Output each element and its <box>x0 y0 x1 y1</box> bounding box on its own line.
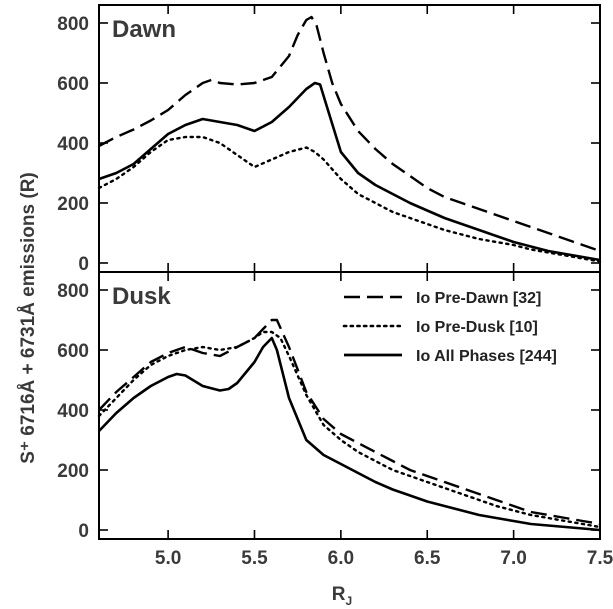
y-tick-label: 800 <box>57 281 89 302</box>
x-tick-label: 6.0 <box>328 548 354 569</box>
y-tick-label: 400 <box>57 401 89 422</box>
y-tick-label: 0 <box>78 521 89 542</box>
legend-entry-io-all-phases-244: Io All Phases [244] <box>416 348 557 365</box>
x-tick-label: 7.0 <box>500 548 526 569</box>
y-axis-label: S⁺ 6716Å + 6731Å emissions (R) <box>18 172 39 463</box>
series-line-dawn-dotted <box>97 135 602 263</box>
x-axis-label-main: R <box>332 584 346 605</box>
y-tick-label: 800 <box>57 14 89 35</box>
y-tick-label: 200 <box>57 461 89 482</box>
panel-title-dawn: Dawn <box>112 16 176 43</box>
y-tick-label: 200 <box>57 194 89 215</box>
plot-frame <box>98 271 601 540</box>
series-line-dusk-dashed <box>98 318 601 526</box>
x-tick-label: 7.5 <box>587 548 613 569</box>
y-tick-label: 600 <box>57 74 89 95</box>
series-line-dusk-solid <box>98 336 601 532</box>
x-tick-label: 5.0 <box>155 548 181 569</box>
dawn-panel: Dawn 800 600 400 200 0 <box>57 4 602 275</box>
plot-frame <box>98 4 601 273</box>
series-line-dawn-solid <box>98 81 601 262</box>
legend-entry-io-pre-dusk-10: Io Pre-Dusk [10] <box>416 319 538 336</box>
y-tick-label: 600 <box>57 341 89 362</box>
x-tick-label: 5.5 <box>241 548 268 569</box>
legend: Io Pre-Dawn [32] Io Pre-Dusk [10] Io All P… <box>342 290 557 365</box>
legend-entry-io-pre-dawn-32: Io Pre-Dawn [32] <box>416 290 541 307</box>
series-line-dawn-dashed <box>98 15 601 253</box>
x-axis-label-subscript: J <box>346 594 353 608</box>
series-line-dusk-dotted <box>97 330 602 529</box>
y-tick-label: 400 <box>57 134 89 155</box>
x-axis-label: RJ <box>332 584 352 608</box>
dusk-panel: Dusk 800 600 400 200 0 5.0 5.5 6.0 6.5 7.0 7.5 <box>57 271 613 569</box>
panel-title-dusk: Dusk <box>112 283 171 310</box>
x-tick-label: 6.5 <box>414 548 441 569</box>
y-tick-label: 0 <box>78 254 89 275</box>
